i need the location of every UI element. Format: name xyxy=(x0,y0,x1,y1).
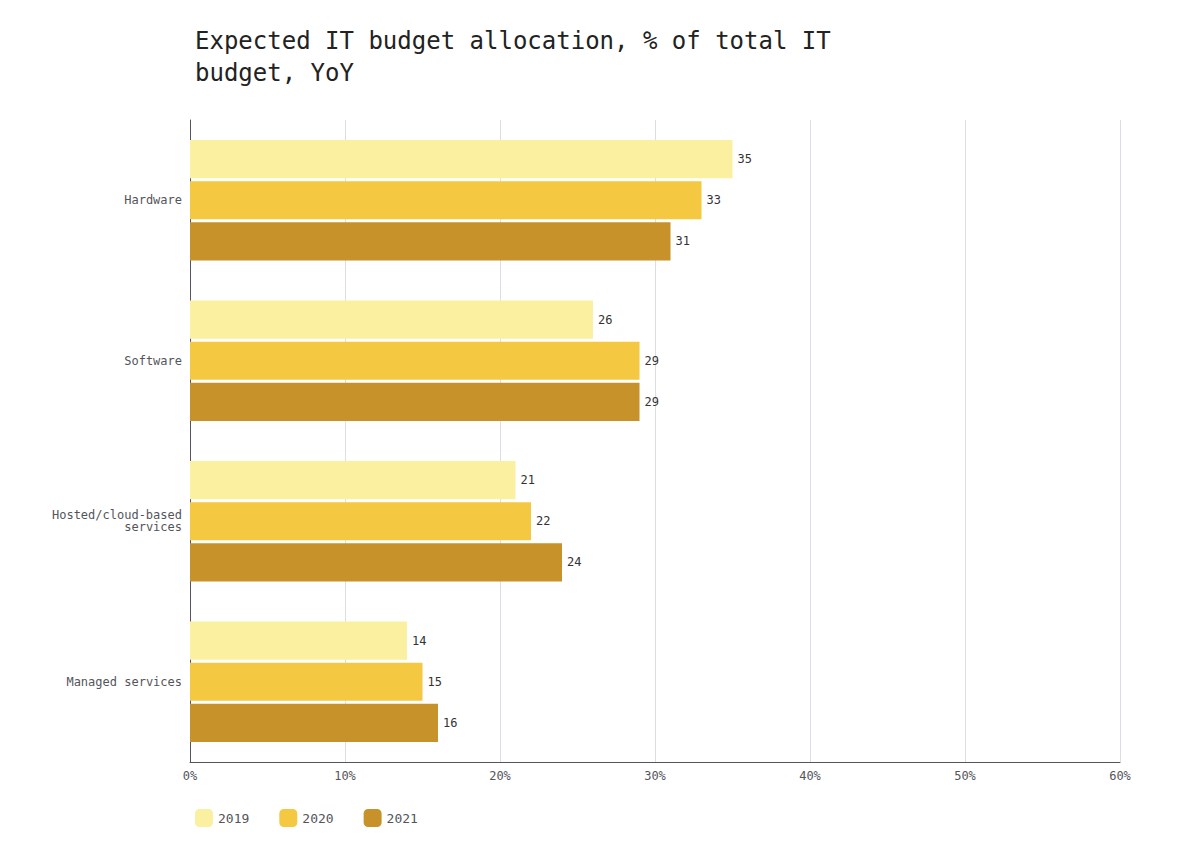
svg-text:24: 24 xyxy=(567,555,581,569)
svg-text:29: 29 xyxy=(645,354,659,368)
svg-text:Hardware: Hardware xyxy=(124,193,182,207)
svg-text:22: 22 xyxy=(536,514,550,528)
svg-text:21: 21 xyxy=(521,473,535,487)
svg-text:Software: Software xyxy=(124,354,182,368)
svg-text:budget, YoY: budget, YoY xyxy=(195,59,354,87)
svg-text:14: 14 xyxy=(412,634,426,648)
svg-text:35: 35 xyxy=(738,152,752,166)
svg-text:33: 33 xyxy=(707,193,721,207)
svg-text:30%: 30% xyxy=(644,769,666,783)
svg-text:26: 26 xyxy=(598,313,612,327)
svg-text:0%: 0% xyxy=(183,769,198,783)
svg-text:2020: 2020 xyxy=(302,811,333,826)
svg-text:2019: 2019 xyxy=(218,811,249,826)
svg-text:10%: 10% xyxy=(334,769,356,783)
svg-text:29: 29 xyxy=(645,395,659,409)
svg-text:40%: 40% xyxy=(799,769,821,783)
svg-text:20%: 20% xyxy=(489,769,511,783)
svg-text:31: 31 xyxy=(676,234,690,248)
svg-text:15: 15 xyxy=(428,675,442,689)
svg-text:16: 16 xyxy=(443,716,457,730)
svg-text:2021: 2021 xyxy=(387,811,418,826)
svg-text:Managed services: Managed services xyxy=(66,675,182,689)
svg-text:60%: 60% xyxy=(1109,769,1131,783)
svg-text:services: services xyxy=(124,520,182,534)
svg-text:Hosted/cloud-based: Hosted/cloud-based xyxy=(52,508,182,523)
svg-text:Expected IT budget allocation,: Expected IT budget allocation, % of tota… xyxy=(195,27,831,55)
svg-text:50%: 50% xyxy=(954,769,976,783)
